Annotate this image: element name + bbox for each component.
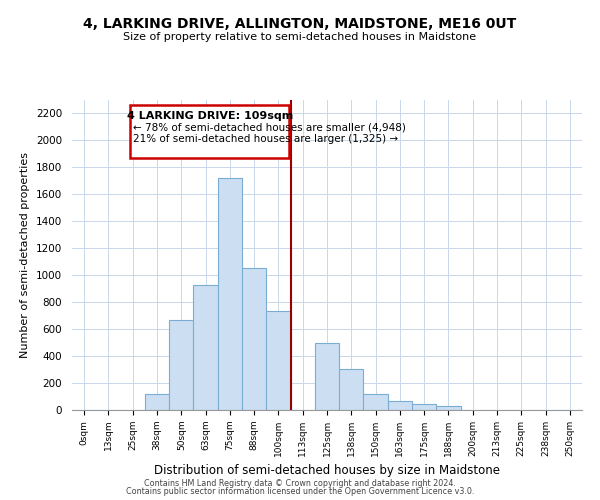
Bar [193,286,218,410]
Text: 4 LARKING DRIVE: 109sqm: 4 LARKING DRIVE: 109sqm [127,112,293,122]
FancyBboxPatch shape [130,106,289,158]
Text: 21% of semi-detached houses are larger (1,325) →: 21% of semi-detached houses are larger (… [133,134,398,143]
Bar [266,311,290,410]
Bar [218,178,242,410]
Bar [145,394,169,410]
Bar [412,404,436,410]
Bar [364,394,388,410]
Text: 4, LARKING DRIVE, ALLINGTON, MAIDSTONE, ME16 0UT: 4, LARKING DRIVE, ALLINGTON, MAIDSTONE, … [83,18,517,32]
Text: Contains HM Land Registry data © Crown copyright and database right 2024.: Contains HM Land Registry data © Crown c… [144,478,456,488]
X-axis label: Distribution of semi-detached houses by size in Maidstone: Distribution of semi-detached houses by … [154,464,500,477]
Bar [315,342,339,410]
Text: Size of property relative to semi-detached houses in Maidstone: Size of property relative to semi-detach… [124,32,476,42]
Bar [388,400,412,410]
Bar [242,268,266,410]
Y-axis label: Number of semi-detached properties: Number of semi-detached properties [20,152,31,358]
Text: Contains public sector information licensed under the Open Government Licence v3: Contains public sector information licen… [126,487,474,496]
Bar [339,369,364,410]
Bar [436,406,461,410]
Bar [169,320,193,410]
Text: ← 78% of semi-detached houses are smaller (4,948): ← 78% of semi-detached houses are smalle… [133,123,406,133]
